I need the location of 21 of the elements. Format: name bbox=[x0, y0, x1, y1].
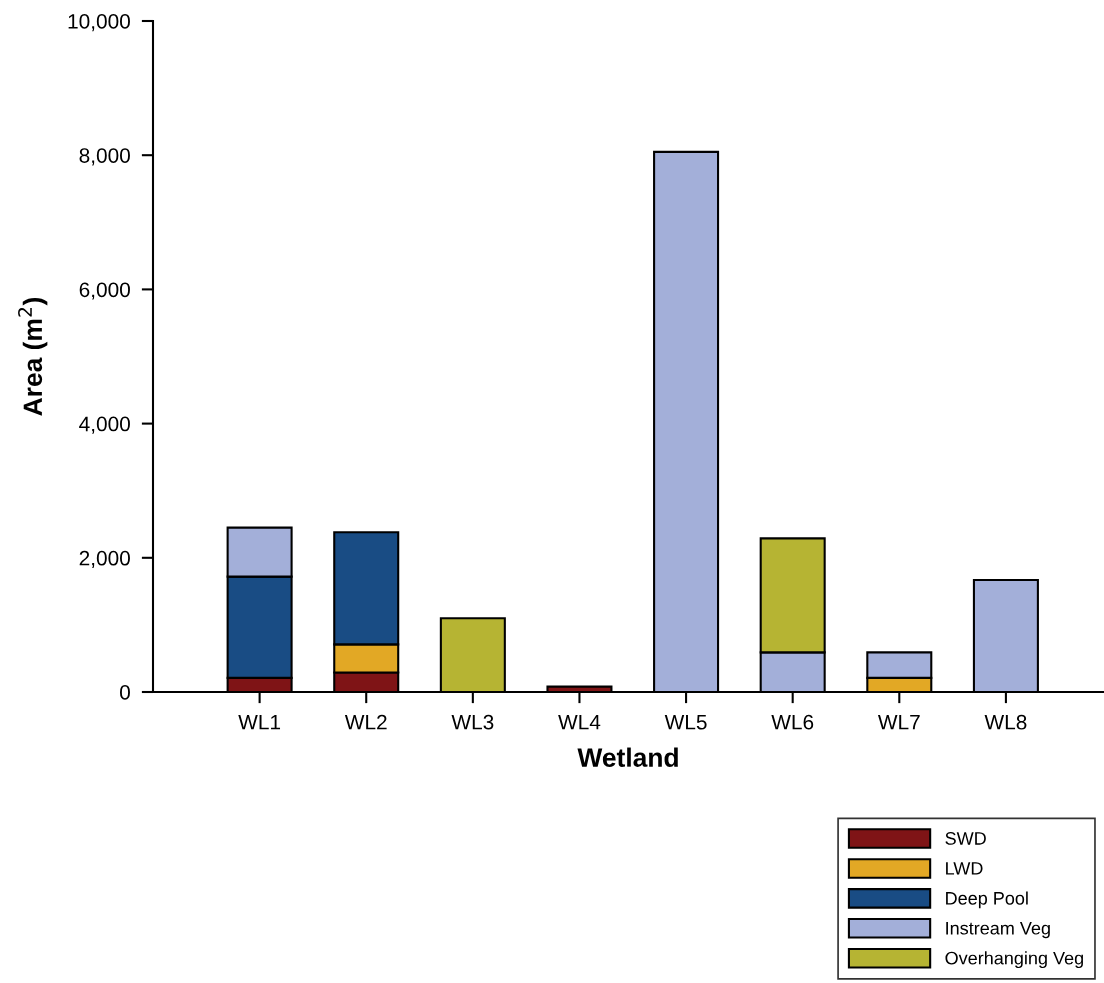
legend-label: Deep Pool bbox=[946, 891, 1028, 909]
x-tick-label: WL3 bbox=[451, 714, 494, 730]
y-tick-label: 0 bbox=[120, 685, 130, 700]
x-tick-label: WL1 bbox=[238, 714, 281, 730]
x-tick-label: WL4 bbox=[558, 714, 601, 730]
x-tick-label: WL6 bbox=[771, 714, 814, 730]
x-axis-title: Wetland bbox=[577, 747, 678, 767]
y-tick-label: 4,000 bbox=[79, 416, 130, 434]
y-tick-label: 8,000 bbox=[79, 148, 130, 166]
y-tick-label: 10,000 bbox=[68, 14, 130, 32]
legend-label: Overhanging Veg bbox=[945, 951, 1083, 969]
legend-label: LWD bbox=[946, 862, 983, 875]
x-tick-label: WL2 bbox=[344, 714, 387, 730]
x-tick-label: WL8 bbox=[984, 714, 1027, 730]
y-tick-label: 6,000 bbox=[79, 282, 130, 300]
legend-label: SWD bbox=[945, 832, 986, 845]
legend-label: Instream Veg bbox=[946, 921, 1050, 939]
y-tick-label: 2,000 bbox=[79, 550, 130, 569]
x-tick-label: WL5 bbox=[664, 714, 707, 730]
x-tick-label: WL7 bbox=[877, 714, 920, 730]
y-axis-title: Area (m$^{2}$) bbox=[18, 297, 48, 416]
